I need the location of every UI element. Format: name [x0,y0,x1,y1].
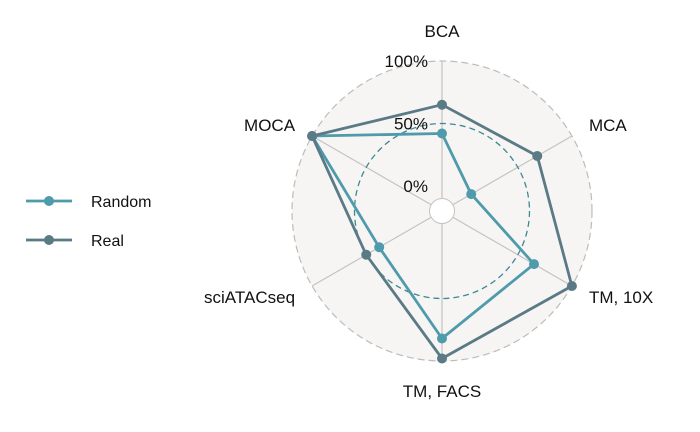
data-point-real [437,99,447,110]
data-point-real [532,151,543,161]
axis-label: TM, 10X [589,288,653,307]
radar-center-hole [429,198,455,224]
radar-spoke [452,216,573,287]
data-point-random [529,259,540,270]
data-point-random [437,128,447,139]
data-point-random [466,189,477,200]
radar-ring-50 [353,122,531,300]
radar-spoke [311,216,432,287]
data-point-real [361,249,372,260]
axis-label: BCA [425,22,461,41]
radial-tick-label: 50% [394,115,428,134]
axis-label: MOCA [244,116,296,135]
radar-spoke [311,135,432,206]
data-point-real [437,353,447,364]
data-point-random [374,242,385,253]
radial-tick-label: 100% [385,52,428,71]
data-point-real [566,281,577,291]
axis-label: MCA [589,116,627,135]
legend-marker-real [44,235,54,245]
axis-label: sciATACseq [204,288,295,307]
data-point-real [307,131,318,141]
axis-label: TM, FACS [403,382,481,401]
data-point-random [437,333,447,344]
radial-tick-label: 0% [403,177,428,196]
legend-label-random: Random [91,194,151,211]
legend-marker-random [44,196,54,206]
legend-label-real: Real [91,233,124,250]
